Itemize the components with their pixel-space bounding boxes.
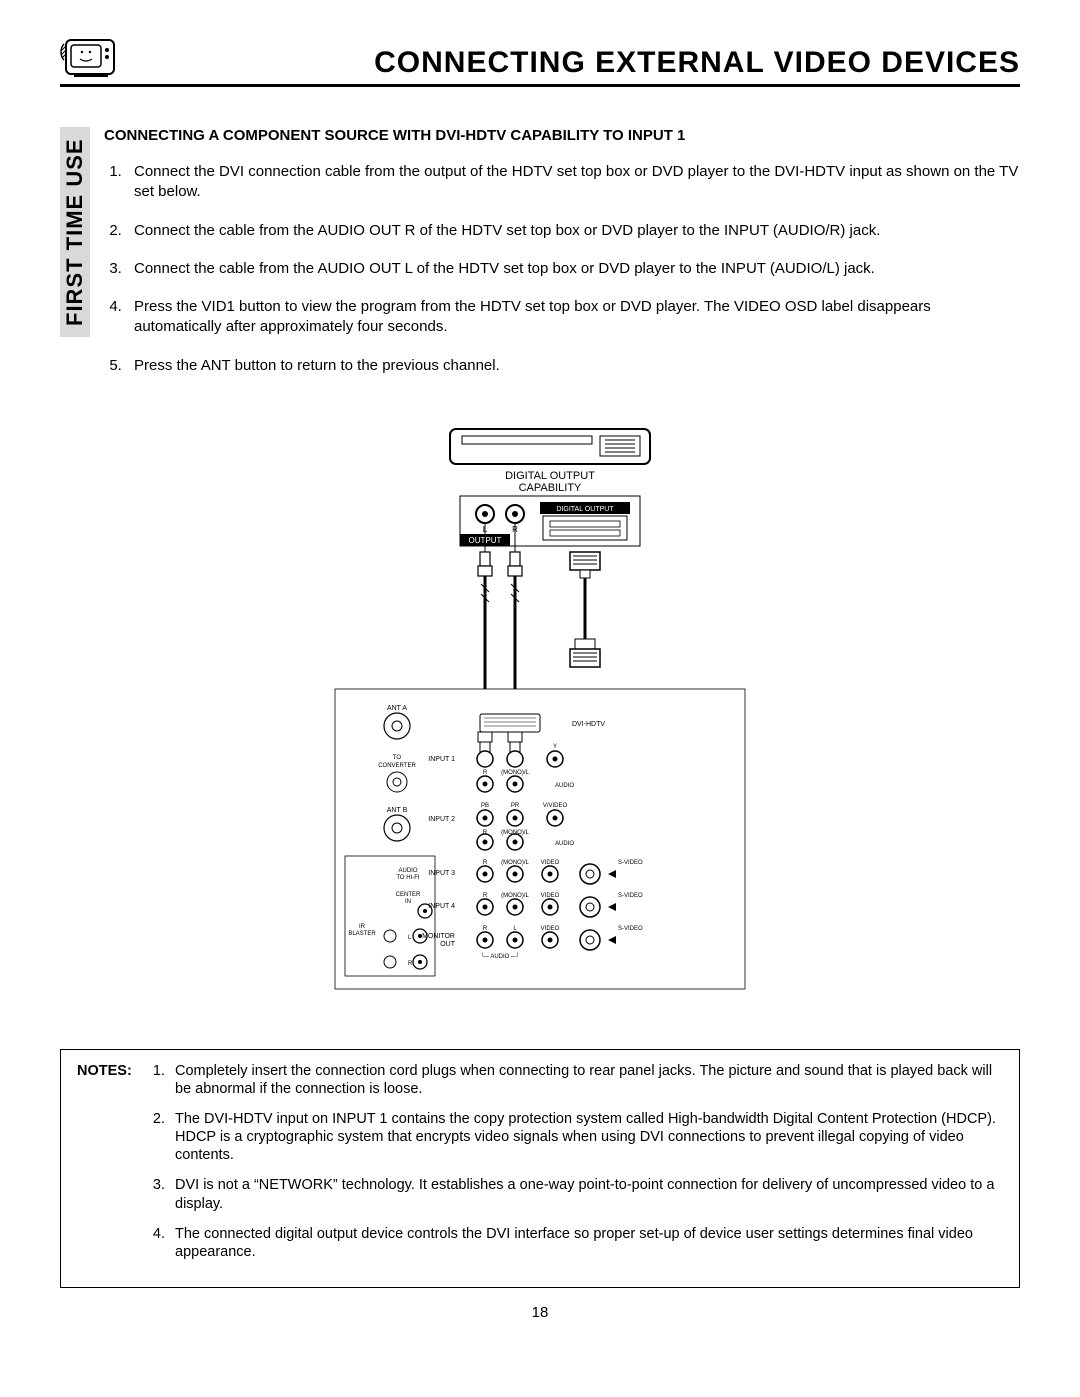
svg-text:V/VIDEO: V/VIDEO — [543, 803, 568, 809]
svg-text:R: R — [483, 926, 488, 932]
svg-text:(MONO)/L: (MONO)/L — [501, 770, 529, 776]
ir-blaster-label: IR — [359, 924, 366, 930]
svg-text:AUDIO: AUDIO — [555, 783, 574, 789]
step-1: Connect the DVI connection cable from th… — [126, 162, 1020, 203]
to-converter-label-2: CONVERTER — [378, 763, 416, 769]
svg-text:R: R — [483, 893, 488, 899]
svg-text:S-VIDEO: S-VIDEO — [618, 860, 643, 866]
dvi-connector-bottom — [570, 639, 600, 667]
svg-text:S-VIDEO: S-VIDEO — [618, 893, 643, 899]
input1-label: INPUT 1 — [428, 756, 455, 763]
svg-text:(MONO)/L: (MONO)/L — [501, 893, 529, 899]
monitor-out-label-1: MONITOR — [422, 933, 455, 940]
audio-to-hifi-label: AUDIO — [398, 868, 417, 874]
input2-label: INPUT 2 — [428, 816, 455, 823]
dvi-connector-top — [570, 552, 600, 578]
svg-text:IN: IN — [405, 899, 411, 905]
dvi-hdtv-label: DVI-HDTV — [572, 721, 605, 728]
to-converter-label-1: TO — [393, 755, 402, 761]
tv-icon — [60, 30, 120, 80]
ant-a-label: ANT A — [387, 705, 407, 712]
note-2: The DVI-HDTV input on INPUT 1 contains t… — [169, 1110, 1003, 1164]
digital-output-cap-label-1: DIGITAL OUTPUT — [505, 470, 595, 482]
content-column: CONNECTING A COMPONENT SOURCE WITH DVI-H… — [90, 127, 1020, 394]
steps-list: Connect the DVI connection cable from th… — [104, 162, 1020, 376]
notes-list: Completely insert the connection cord pl… — [147, 1062, 1003, 1273]
digital-output-small-label: DIGITAL OUTPUT — [556, 506, 614, 513]
manual-page: CONNECTING EXTERNAL VIDEO DEVICES FIRST … — [0, 0, 1080, 1397]
note-1: Completely insert the connection cord pl… — [169, 1062, 1003, 1098]
svg-text:└─ AUDIO ─┘: └─ AUDIO ─┘ — [480, 952, 519, 960]
digital-output-cap-label-2: CAPABILITY — [519, 482, 582, 494]
step-2: Connect the cable from the AUDIO OUT R o… — [126, 221, 1020, 241]
notes-label: NOTES: — [77, 1062, 147, 1273]
svg-text:VIDEO: VIDEO — [541, 893, 560, 899]
page-title: CONNECTING EXTERNAL VIDEO DEVICES — [374, 46, 1020, 80]
step-3: Connect the cable from the AUDIO OUT L o… — [126, 259, 1020, 279]
page-number: 18 — [60, 1304, 1020, 1321]
svg-text:(MONO)/L: (MONO)/L — [501, 860, 529, 866]
monitor-out-label-2: OUT — [440, 941, 456, 948]
svg-text:PB: PB — [481, 803, 489, 809]
note-3: DVI is not a “NETWORK” technology. It es… — [169, 1176, 1003, 1212]
svg-text:R: R — [483, 770, 488, 776]
step-4: Press the VID1 button to view the progra… — [126, 297, 1020, 338]
center-in-label: CENTER — [396, 892, 421, 898]
input4-label: INPUT 4 — [428, 903, 455, 910]
svg-text:S-VIDEO: S-VIDEO — [618, 926, 643, 932]
svg-text:BLASTER: BLASTER — [348, 931, 376, 937]
input3-label: INPUT 3 — [428, 870, 455, 877]
svg-text:PR: PR — [511, 803, 520, 809]
svg-text:VIDEO: VIDEO — [541, 860, 560, 866]
svg-text:VIDEO: VIDEO — [541, 926, 560, 932]
ant-b-label: ANT B — [387, 807, 408, 814]
body: FIRST TIME USE CONNECTING A COMPONENT SO… — [60, 127, 1020, 394]
svg-text:R: R — [408, 961, 413, 967]
page-header: CONNECTING EXTERNAL VIDEO DEVICES — [60, 30, 1020, 87]
side-tab-first-time-use: FIRST TIME USE — [60, 127, 90, 337]
svg-text:R: R — [483, 860, 488, 866]
notes-box: NOTES: Completely insert the connection … — [60, 1049, 1020, 1288]
section-heading: CONNECTING A COMPONENT SOURCE WITH DVI-H… — [104, 127, 1020, 144]
svg-text:AUDIO: AUDIO — [555, 841, 574, 847]
note-4: The connected digital output device cont… — [169, 1225, 1003, 1261]
connection-diagram: DIGITAL OUTPUT CAPABILITY L R DIGITAL OU… — [60, 424, 1020, 1009]
step-5: Press the ANT button to return to the pr… — [126, 356, 1020, 376]
svg-text:TO HI-FI: TO HI-FI — [396, 875, 420, 881]
svg-text:Y: Y — [553, 744, 557, 750]
